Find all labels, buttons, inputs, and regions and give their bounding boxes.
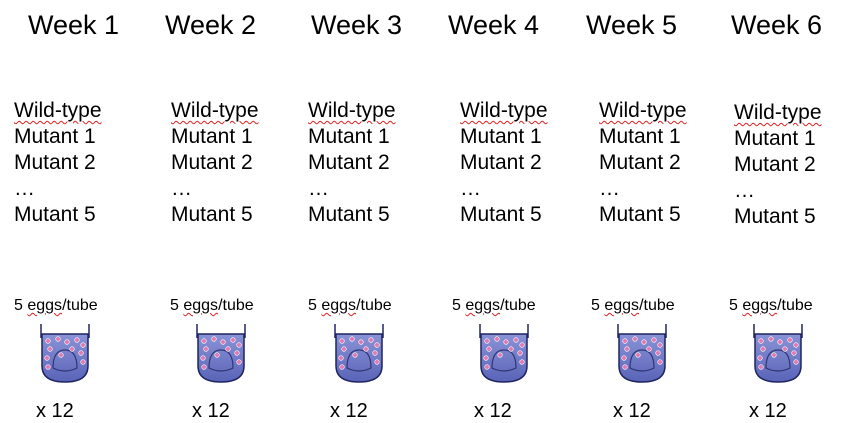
eggs-unit: /tube [777,297,813,314]
strain-wild-type: Wild-type [308,99,396,122]
strain-mutant-2: Mutant 2 [171,151,253,174]
tube-count: x 12 [36,400,74,422]
eggs-per-tube-label: 5 eggs/tube [14,297,98,315]
strain-ellipsis: … [14,177,35,200]
tube-count: x 12 [474,400,512,422]
strain-mutant-1: Mutant 1 [308,125,390,148]
eggs-word: eggs [742,297,778,314]
strain-wild-type: Wild-type [460,99,548,122]
eggs-count: 5 [591,297,600,314]
week-column-3: Week 3 Wild-type Mutant 1 Mutant 2 … Mut… [293,0,433,423]
eggs-per-tube-label: 5 eggs/tube [591,297,675,315]
strain-list: Wild-type Mutant 1 Mutant 2 … Mutant 5 [171,98,259,228]
strain-mutant-1: Mutant 1 [171,125,253,148]
tube-count: x 12 [330,400,368,422]
strain-mutant-5: Mutant 5 [171,203,253,226]
eggs-count: 5 [729,297,738,314]
week-column-1: Week 1 Wild-type Mutant 1 Mutant 2 … Mut… [14,0,154,423]
eggs-count: 5 [452,297,461,314]
strain-list: Wild-type Mutant 1 Mutant 2 … Mutant 5 [734,100,822,230]
strain-mutant-5: Mutant 5 [14,203,96,226]
strain-wild-type: Wild-type [14,99,102,122]
test-tube-icon [478,322,530,384]
strain-mutant-1: Mutant 1 [734,127,816,150]
strain-mutant-2: Mutant 2 [734,153,816,176]
eggs-unit: /tube [500,297,536,314]
week-title: Week 1 [28,10,120,40]
week-column-6: Week 6 Wild-type Mutant 1 Mutant 2 … Mut… [714,0,842,423]
strain-mutant-5: Mutant 5 [734,205,816,228]
tube-count: x 12 [613,400,651,422]
test-tube-icon [616,322,668,384]
eggs-per-tube-label: 5 eggs/tube [170,297,254,315]
strain-ellipsis: … [171,177,192,200]
strain-wild-type: Wild-type [171,99,259,122]
strain-mutant-2: Mutant 2 [599,151,681,174]
strain-mutant-1: Mutant 1 [599,125,681,148]
strain-mutant-2: Mutant 2 [460,151,542,174]
eggs-unit: /tube [639,297,675,314]
eggs-per-tube-label: 5 eggs/tube [308,297,392,315]
week-title: Week 2 [165,10,257,40]
strain-list: Wild-type Mutant 1 Mutant 2 … Mutant 5 [599,98,687,228]
eggs-per-tube-label: 5 eggs/tube [729,297,813,315]
eggs-unit: /tube [218,297,254,314]
week-column-5: Week 5 Wild-type Mutant 1 Mutant 2 … Mut… [578,0,718,423]
eggs-per-tube-label: 5 eggs/tube [452,297,536,315]
tube-count: x 12 [192,400,230,422]
strain-mutant-1: Mutant 1 [460,125,542,148]
strain-mutant-2: Mutant 2 [14,151,96,174]
eggs-word: eggs [183,297,219,314]
strain-wild-type: Wild-type [599,99,687,122]
eggs-unit: /tube [356,297,392,314]
eggs-word: eggs [27,297,63,314]
strain-mutant-2: Mutant 2 [308,151,390,174]
week-title: Week 4 [448,10,540,40]
test-tube-icon [333,322,385,384]
strain-list: Wild-type Mutant 1 Mutant 2 … Mutant 5 [14,98,102,228]
strain-wild-type: Wild-type [734,101,822,124]
eggs-word: eggs [321,297,357,314]
strain-mutant-5: Mutant 5 [308,203,390,226]
strain-ellipsis: … [599,177,620,200]
strain-ellipsis: … [460,177,481,200]
eggs-count: 5 [308,297,317,314]
eggs-count: 5 [170,297,179,314]
eggs-word: eggs [604,297,640,314]
week-title: Week 6 [731,10,823,40]
week-title: Week 3 [311,10,403,40]
strain-mutant-5: Mutant 5 [599,203,681,226]
test-tube-icon [39,322,91,384]
strain-list: Wild-type Mutant 1 Mutant 2 … Mutant 5 [460,98,548,228]
tube-count: x 12 [749,400,787,422]
strain-list: Wild-type Mutant 1 Mutant 2 … Mutant 5 [308,98,396,228]
test-tube-icon [752,322,804,384]
eggs-word: eggs [465,297,501,314]
eggs-unit: /tube [62,297,98,314]
strain-mutant-5: Mutant 5 [460,203,542,226]
strain-ellipsis: … [734,179,755,202]
week-column-4: Week 4 Wild-type Mutant 1 Mutant 2 … Mut… [440,0,580,423]
week-column-2: Week 2 Wild-type Mutant 1 Mutant 2 … Mut… [155,0,295,423]
week-title: Week 5 [586,10,678,40]
eggs-count: 5 [14,297,23,314]
strain-mutant-1: Mutant 1 [14,125,96,148]
test-tube-icon [195,322,247,384]
strain-ellipsis: … [308,177,329,200]
